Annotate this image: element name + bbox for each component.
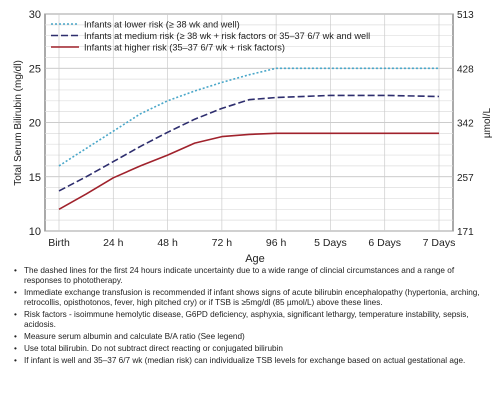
- legend-label-2: Infants at medium risk (≥ 38 wk + risk f…: [84, 31, 370, 41]
- x-tick-label: 48 h: [157, 237, 178, 249]
- y-axis-label: Total Serum Bilirubin (mg/dl): [13, 60, 24, 186]
- chart-axes: 10 15 20 25 30 171 257 342 428 513 Birth 24 h 48 h 72…: [29, 9, 474, 249]
- footnote: Risk factors - isoimmune hemolytic disea…: [14, 310, 494, 330]
- x-tick-label: 24 h: [103, 237, 124, 249]
- y2-axis-label: µmol/L: [482, 107, 493, 138]
- y2-tick-label: 257: [457, 173, 474, 184]
- legend-label-3: Infants at higher risk (35–37 6/7 wk + r…: [84, 43, 285, 53]
- x-tick-label: Birth: [48, 237, 70, 249]
- footnote: Immediate exchange transfusion is recomm…: [14, 288, 494, 308]
- y2-tick-label: 171: [457, 227, 474, 238]
- series-line-2: [58, 94, 440, 192]
- footnote: The dashed lines for the first 24 hours …: [14, 266, 494, 286]
- x-axis-label: Age: [245, 253, 265, 265]
- x-tick-label: 96 h: [266, 237, 287, 249]
- bilirubin-chart: 10 15 20 25 30 171 257 342 428 513 Birth 24 h 48 h 72…: [13, 9, 493, 265]
- chart-series: [58, 67, 440, 210]
- y-tick-label: 10: [29, 226, 41, 238]
- chart-grid: [44, 13, 454, 232]
- y-tick-label: 15: [29, 172, 41, 184]
- series-line-1: [58, 67, 439, 167]
- legend-label-1: Infants at lower risk (≥ 38 wk and well): [84, 20, 240, 30]
- x-tick-label: 5 Days: [314, 237, 347, 249]
- y-tick-label: 20: [29, 118, 41, 130]
- footnotes: The dashed lines for the first 24 hours …: [14, 266, 494, 368]
- y2-tick-label: 428: [457, 64, 474, 75]
- footnote: Measure serum albumin and calculate B/A …: [14, 332, 494, 342]
- series-line-3: [58, 132, 439, 210]
- footnote: If infant is well and 35–37 6/7 wk (medi…: [14, 356, 494, 366]
- y-tick-label: 30: [29, 9, 41, 21]
- y2-tick-label: 342: [457, 119, 474, 130]
- y2-tick-label: 513: [457, 10, 474, 21]
- x-tick-label: 6 Days: [368, 237, 401, 249]
- chart-legend: Infants at lower risk (≥ 38 wk and well)…: [51, 20, 370, 53]
- y-tick-label: 25: [29, 63, 41, 75]
- x-tick-label: 7 Days: [423, 237, 456, 249]
- x-tick-label: 72 h: [212, 237, 233, 249]
- footnote: Use total bilirubin. Do not subtract dir…: [14, 344, 494, 354]
